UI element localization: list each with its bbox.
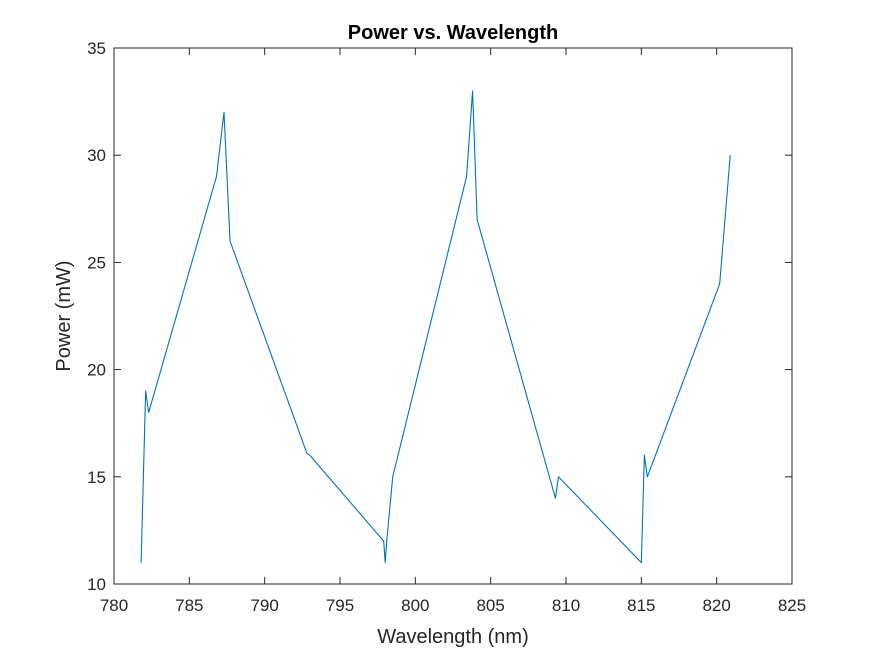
x-tick-label: 800 — [401, 596, 429, 615]
y-tick-label: 20 — [87, 361, 106, 380]
x-tick-label: 790 — [250, 596, 278, 615]
y-tick-label: 25 — [87, 253, 106, 272]
x-tick-label: 785 — [175, 596, 203, 615]
x-tick-label: 795 — [326, 596, 354, 615]
x-tick-label: 805 — [476, 596, 504, 615]
series-line-0 — [140, 90, 731, 564]
y-tick-label: 35 — [87, 39, 106, 58]
x-axis-label: Wavelength (nm) — [377, 626, 529, 648]
y-tick-label: 15 — [87, 468, 106, 487]
y-tick-label: 30 — [87, 146, 106, 165]
x-tick-label: 815 — [627, 596, 655, 615]
plot-area — [114, 48, 792, 584]
chart-title: Power vs. Wavelength — [348, 22, 558, 44]
x-tick-label: 780 — [100, 596, 128, 615]
y-axis-label: Power (mW) — [53, 260, 75, 371]
axes-box — [113, 47, 793, 585]
x-tick-label: 825 — [778, 596, 806, 615]
x-tick-label: 810 — [552, 596, 580, 615]
y-tick-label: 10 — [87, 575, 106, 594]
x-tick-label: 820 — [702, 596, 730, 615]
